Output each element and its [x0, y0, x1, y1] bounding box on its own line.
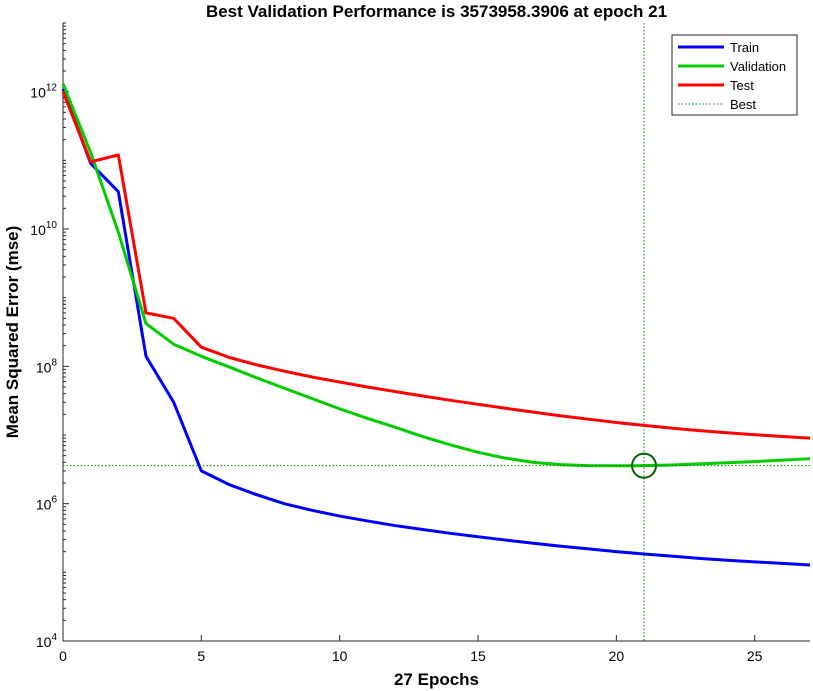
plot-background — [63, 23, 810, 641]
y-tick-label: 1010 — [30, 220, 57, 238]
series-line-validation — [61, 83, 811, 468]
legend-label-train: Train — [730, 40, 759, 55]
series-layer — [61, 83, 811, 567]
best-epoch-marker — [631, 452, 657, 479]
x-axis: 0 5 10 15 20 25 — [59, 635, 763, 664]
x-axis-label: 27 Epochs — [394, 670, 479, 689]
y-tick-label: 104 — [36, 632, 58, 650]
best-markers — [63, 23, 810, 641]
x-tick-label: 15 — [470, 648, 486, 664]
legend-label-best: Best — [730, 97, 756, 112]
legend-label-validation: Validation — [730, 59, 786, 74]
x-tick-label: 10 — [332, 648, 348, 664]
x-tick-label: 20 — [609, 648, 625, 664]
legend: Train Validation Test Best — [671, 34, 798, 116]
series-line-test — [61, 91, 811, 440]
y-axis: 104 106 108 1010 1012 — [30, 22, 69, 650]
x-tick-label: 5 — [197, 648, 205, 664]
plot-area — [62, 23, 810, 642]
x-tick-label: 25 — [747, 648, 763, 664]
y-axis-label: Mean Squared Error (mse) — [3, 226, 22, 439]
y-tick-label: 1012 — [30, 83, 57, 101]
x-tick-label: 0 — [59, 648, 67, 664]
legend-label-test: Test — [730, 78, 754, 93]
chart-title: Best Validation Performance is 3573958.3… — [206, 2, 667, 21]
series-line-train — [61, 88, 811, 567]
y-tick-label: 106 — [36, 495, 58, 513]
y-tick-label: 108 — [36, 357, 58, 375]
